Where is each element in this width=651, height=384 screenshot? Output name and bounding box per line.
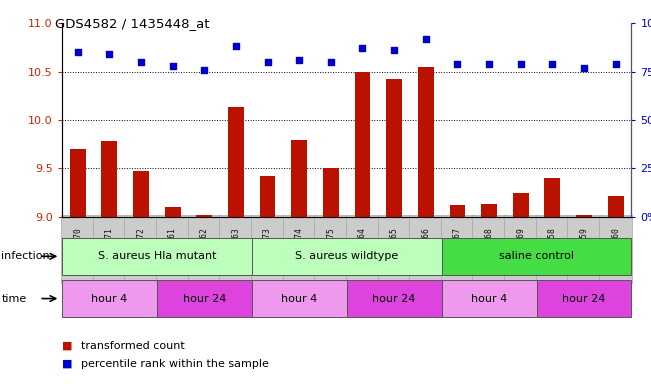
Bar: [418, 67, 434, 217]
Point: [136, 59, 146, 65]
Text: GDS4582 / 1435448_at: GDS4582 / 1435448_at: [55, 17, 210, 30]
Bar: [323, 167, 339, 217]
FancyBboxPatch shape: [62, 280, 157, 317]
Text: hour 4: hour 4: [91, 293, 128, 304]
Point: [294, 57, 305, 63]
Text: hour 24: hour 24: [562, 293, 605, 304]
Point: [72, 49, 83, 55]
Point: [357, 45, 368, 51]
Bar: [355, 71, 370, 217]
Text: transformed count: transformed count: [81, 341, 185, 351]
Bar: [544, 178, 561, 217]
Text: ■: ■: [62, 341, 72, 351]
Text: time: time: [1, 293, 27, 304]
Text: S. aureus wildtype: S. aureus wildtype: [295, 251, 398, 262]
Point: [547, 61, 557, 67]
Text: infection: infection: [1, 251, 50, 262]
Bar: [70, 149, 85, 217]
Point: [389, 47, 399, 53]
FancyBboxPatch shape: [252, 280, 347, 317]
Bar: [608, 195, 624, 217]
Point: [484, 61, 494, 67]
Text: percentile rank within the sample: percentile rank within the sample: [81, 359, 270, 369]
Bar: [165, 207, 180, 217]
FancyBboxPatch shape: [62, 238, 252, 275]
Bar: [291, 141, 307, 217]
FancyBboxPatch shape: [441, 280, 536, 317]
Text: S. aureus Hla mutant: S. aureus Hla mutant: [98, 251, 216, 262]
Point: [104, 51, 115, 57]
Bar: [449, 205, 465, 217]
Text: hour 4: hour 4: [281, 293, 317, 304]
Text: hour 24: hour 24: [182, 293, 226, 304]
FancyBboxPatch shape: [441, 238, 631, 275]
Text: hour 24: hour 24: [372, 293, 416, 304]
Text: hour 4: hour 4: [471, 293, 507, 304]
Bar: [481, 204, 497, 217]
Point: [452, 61, 463, 67]
Point: [611, 61, 621, 67]
Point: [326, 59, 336, 65]
Bar: [576, 215, 592, 217]
FancyBboxPatch shape: [536, 280, 631, 317]
Bar: [260, 176, 275, 217]
Bar: [133, 171, 149, 217]
Point: [421, 35, 431, 41]
FancyBboxPatch shape: [252, 238, 441, 275]
Point: [230, 43, 241, 50]
Point: [579, 65, 589, 71]
Point: [516, 61, 526, 67]
Bar: [197, 215, 212, 217]
Point: [167, 63, 178, 69]
Text: ■: ■: [62, 359, 72, 369]
FancyBboxPatch shape: [157, 280, 252, 317]
Point: [199, 66, 210, 73]
Bar: [228, 108, 244, 217]
Text: saline control: saline control: [499, 251, 574, 262]
Bar: [386, 79, 402, 217]
Point: [262, 59, 273, 65]
FancyBboxPatch shape: [347, 280, 441, 317]
Bar: [513, 193, 529, 217]
Bar: [102, 141, 117, 217]
